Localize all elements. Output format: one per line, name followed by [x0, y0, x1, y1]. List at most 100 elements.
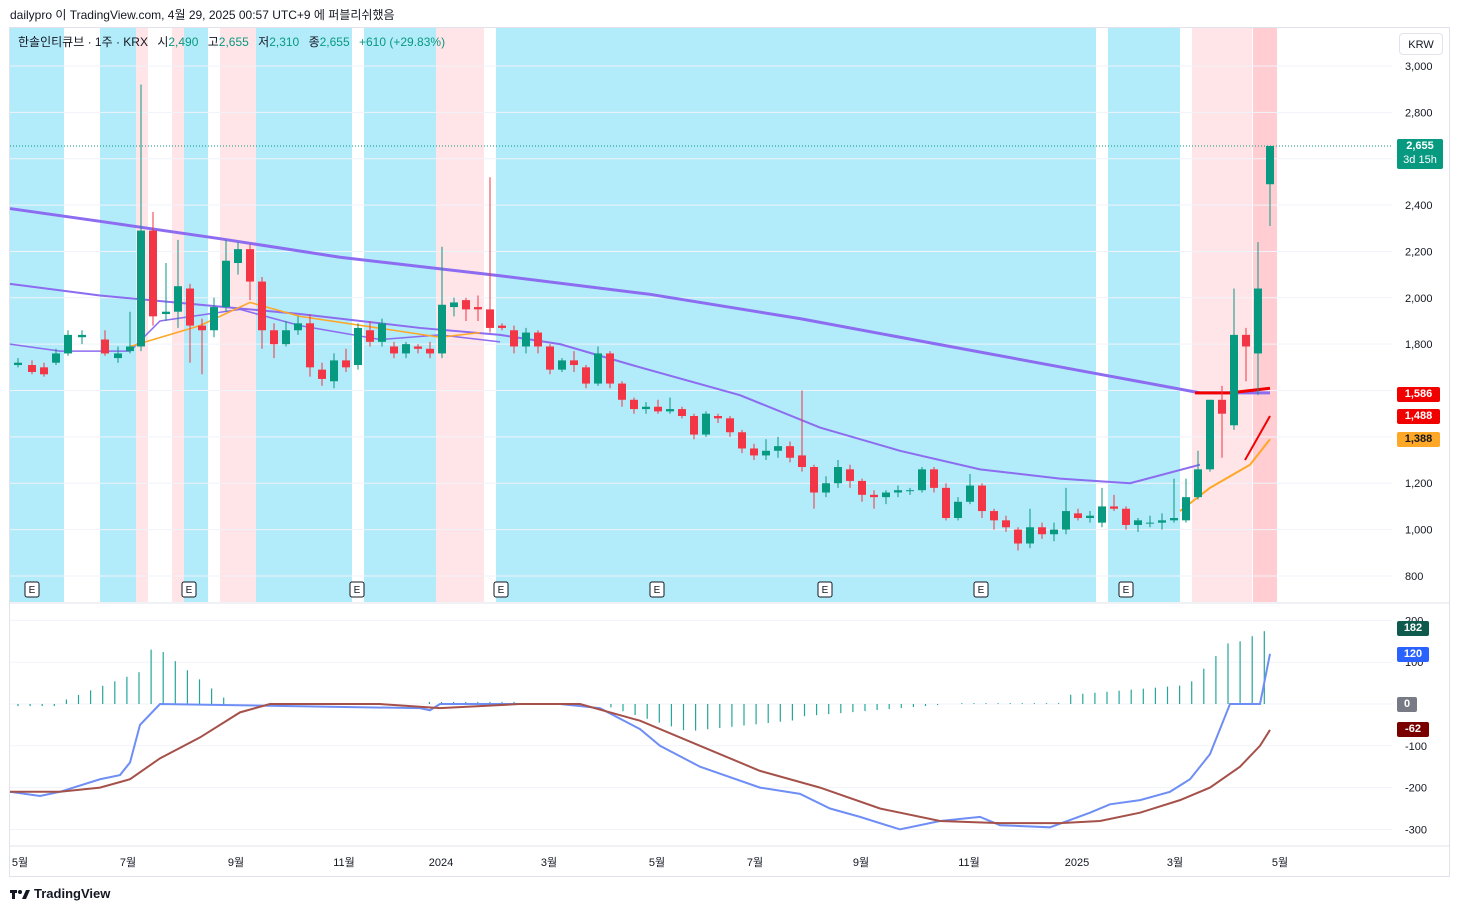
candle — [162, 263, 170, 321]
candle — [990, 508, 998, 530]
ma-20 — [129, 301, 481, 348]
candle — [546, 344, 554, 375]
regime-band — [10, 28, 64, 602]
earnings-marker-box — [181, 581, 197, 598]
candle-body — [702, 413, 710, 435]
candle-body — [1242, 334, 1250, 347]
candle — [894, 485, 902, 498]
regime-band — [1192, 28, 1252, 602]
candle — [14, 358, 22, 368]
candle-body — [870, 494, 878, 498]
candle-body — [1122, 508, 1130, 525]
candle — [1002, 515, 1010, 532]
candle-body — [330, 360, 338, 382]
earnings-marker: E — [493, 581, 509, 598]
time-axis-label: 11월 — [958, 856, 980, 869]
time-axis-label: 2024 — [429, 857, 453, 869]
candle — [1254, 242, 1262, 396]
candle-body — [822, 483, 830, 493]
candle — [1218, 385, 1226, 458]
price-axis-label: 800 — [1405, 571, 1423, 583]
candle-body — [306, 323, 314, 368]
candle — [774, 436, 782, 458]
candle — [149, 212, 157, 326]
price-axis-label: 2,400 — [1405, 200, 1433, 212]
legend-symbol[interactable]: 한솔인티큐브 · 1주 · KRX — [18, 35, 148, 49]
ma-red2-tag: 1,488 — [1397, 409, 1440, 424]
candle — [1074, 508, 1082, 521]
candle-body — [149, 230, 157, 317]
candle-body — [474, 307, 482, 310]
candle-body — [450, 302, 458, 308]
regime-band — [496, 28, 1096, 602]
candle — [1050, 522, 1058, 542]
price-axis-label: 2,200 — [1405, 246, 1433, 258]
candle-body — [738, 432, 746, 449]
candle-body — [1038, 527, 1046, 535]
candle — [1014, 527, 1022, 551]
candle — [570, 351, 578, 372]
candle — [870, 490, 878, 509]
candle-body — [1158, 520, 1166, 523]
candle-body — [114, 353, 122, 359]
earnings-marker: E — [349, 581, 365, 598]
candle-body — [774, 446, 782, 451]
candle-body — [954, 501, 962, 519]
earnings-marker: E — [181, 581, 197, 598]
candle-body — [606, 353, 614, 384]
ma-red2 — [1244, 415, 1271, 461]
candle — [666, 397, 674, 414]
candle-body — [101, 339, 109, 354]
candle-body — [942, 487, 950, 519]
candle-body — [354, 327, 362, 366]
candle — [750, 443, 758, 461]
candle-body — [414, 346, 422, 349]
time-axis-label: 3월 — [1167, 856, 1183, 869]
candle — [137, 84, 145, 352]
candle-body — [137, 230, 145, 347]
candle — [882, 490, 890, 505]
candle-body — [762, 450, 770, 456]
footer-brand: TradingView — [34, 886, 111, 901]
time-axis-label: 9월 — [853, 856, 869, 869]
earnings-marker-box — [817, 581, 833, 598]
currency-button[interactable]: KRW — [1399, 33, 1443, 55]
publish-header: dailypro 이 TradingView.com, 4월 29, 2025 … — [10, 8, 395, 22]
candle-body — [918, 469, 926, 491]
earnings-marker: E — [1118, 581, 1134, 598]
candle — [822, 476, 830, 498]
candle — [654, 399, 662, 414]
candle — [498, 323, 506, 331]
candle-body — [1254, 288, 1262, 354]
candle-body — [64, 334, 72, 354]
candle-body — [966, 485, 974, 502]
candle — [942, 483, 950, 521]
earnings-marker-label: E — [978, 585, 985, 596]
legend-high-label: 고 — [207, 35, 219, 49]
candle — [28, 360, 36, 375]
candle-body — [1194, 469, 1202, 498]
tradingview-logo[interactable]: TradingView — [10, 886, 110, 901]
macd-zero-tag: 0 — [1397, 697, 1417, 712]
candle — [966, 473, 974, 505]
candle-body — [1182, 497, 1190, 521]
macd-line-tag: 120 — [1397, 647, 1429, 662]
ma-orange-recent — [1179, 438, 1271, 512]
candle-body — [222, 260, 230, 308]
time-axis-label: 5월 — [1272, 856, 1288, 869]
candle — [426, 341, 434, 359]
candle-body — [162, 311, 170, 315]
earnings-marker: E — [24, 581, 40, 598]
candle — [690, 413, 698, 440]
candle-body — [522, 332, 530, 347]
earnings-marker-label: E — [186, 585, 193, 596]
candle-body — [1146, 522, 1154, 524]
candle — [522, 327, 530, 354]
candle — [834, 460, 842, 488]
earnings-marker-box — [973, 581, 989, 598]
ma-100 — [9, 282, 1201, 485]
chart-frame — [9, 27, 1450, 877]
candle — [282, 320, 290, 347]
candle-body — [1218, 399, 1226, 414]
